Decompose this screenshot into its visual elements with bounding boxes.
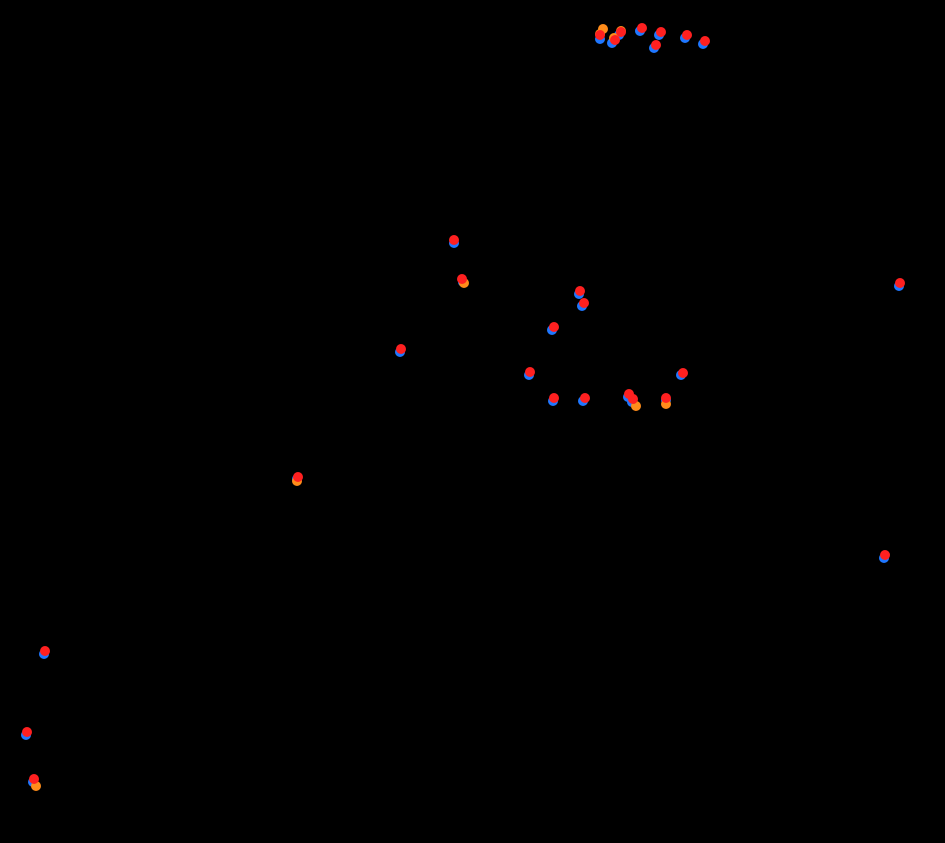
point-red bbox=[616, 27, 626, 37]
plot-background bbox=[0, 0, 945, 843]
point-red bbox=[575, 286, 585, 296]
point-red bbox=[40, 646, 50, 656]
point-red bbox=[656, 27, 666, 37]
point-red bbox=[396, 344, 406, 354]
point-red bbox=[579, 298, 589, 308]
point-red bbox=[610, 35, 620, 45]
point-red bbox=[293, 472, 303, 482]
point-red bbox=[449, 235, 459, 245]
point-red bbox=[895, 278, 905, 288]
point-red bbox=[549, 393, 559, 403]
point-red bbox=[595, 30, 605, 40]
point-red bbox=[29, 774, 39, 784]
point-red bbox=[880, 550, 890, 560]
point-red bbox=[661, 393, 671, 403]
plot-svg bbox=[0, 0, 945, 843]
point-red bbox=[651, 40, 661, 50]
point-red bbox=[22, 727, 32, 737]
point-red bbox=[637, 23, 647, 33]
scatter-plot bbox=[0, 0, 945, 843]
point-red bbox=[525, 367, 535, 377]
point-red bbox=[457, 274, 467, 284]
point-red bbox=[682, 30, 692, 40]
point-red bbox=[700, 36, 710, 46]
point-red bbox=[549, 322, 559, 332]
point-red bbox=[678, 368, 688, 378]
point-red bbox=[580, 393, 590, 403]
point-red bbox=[628, 394, 638, 404]
